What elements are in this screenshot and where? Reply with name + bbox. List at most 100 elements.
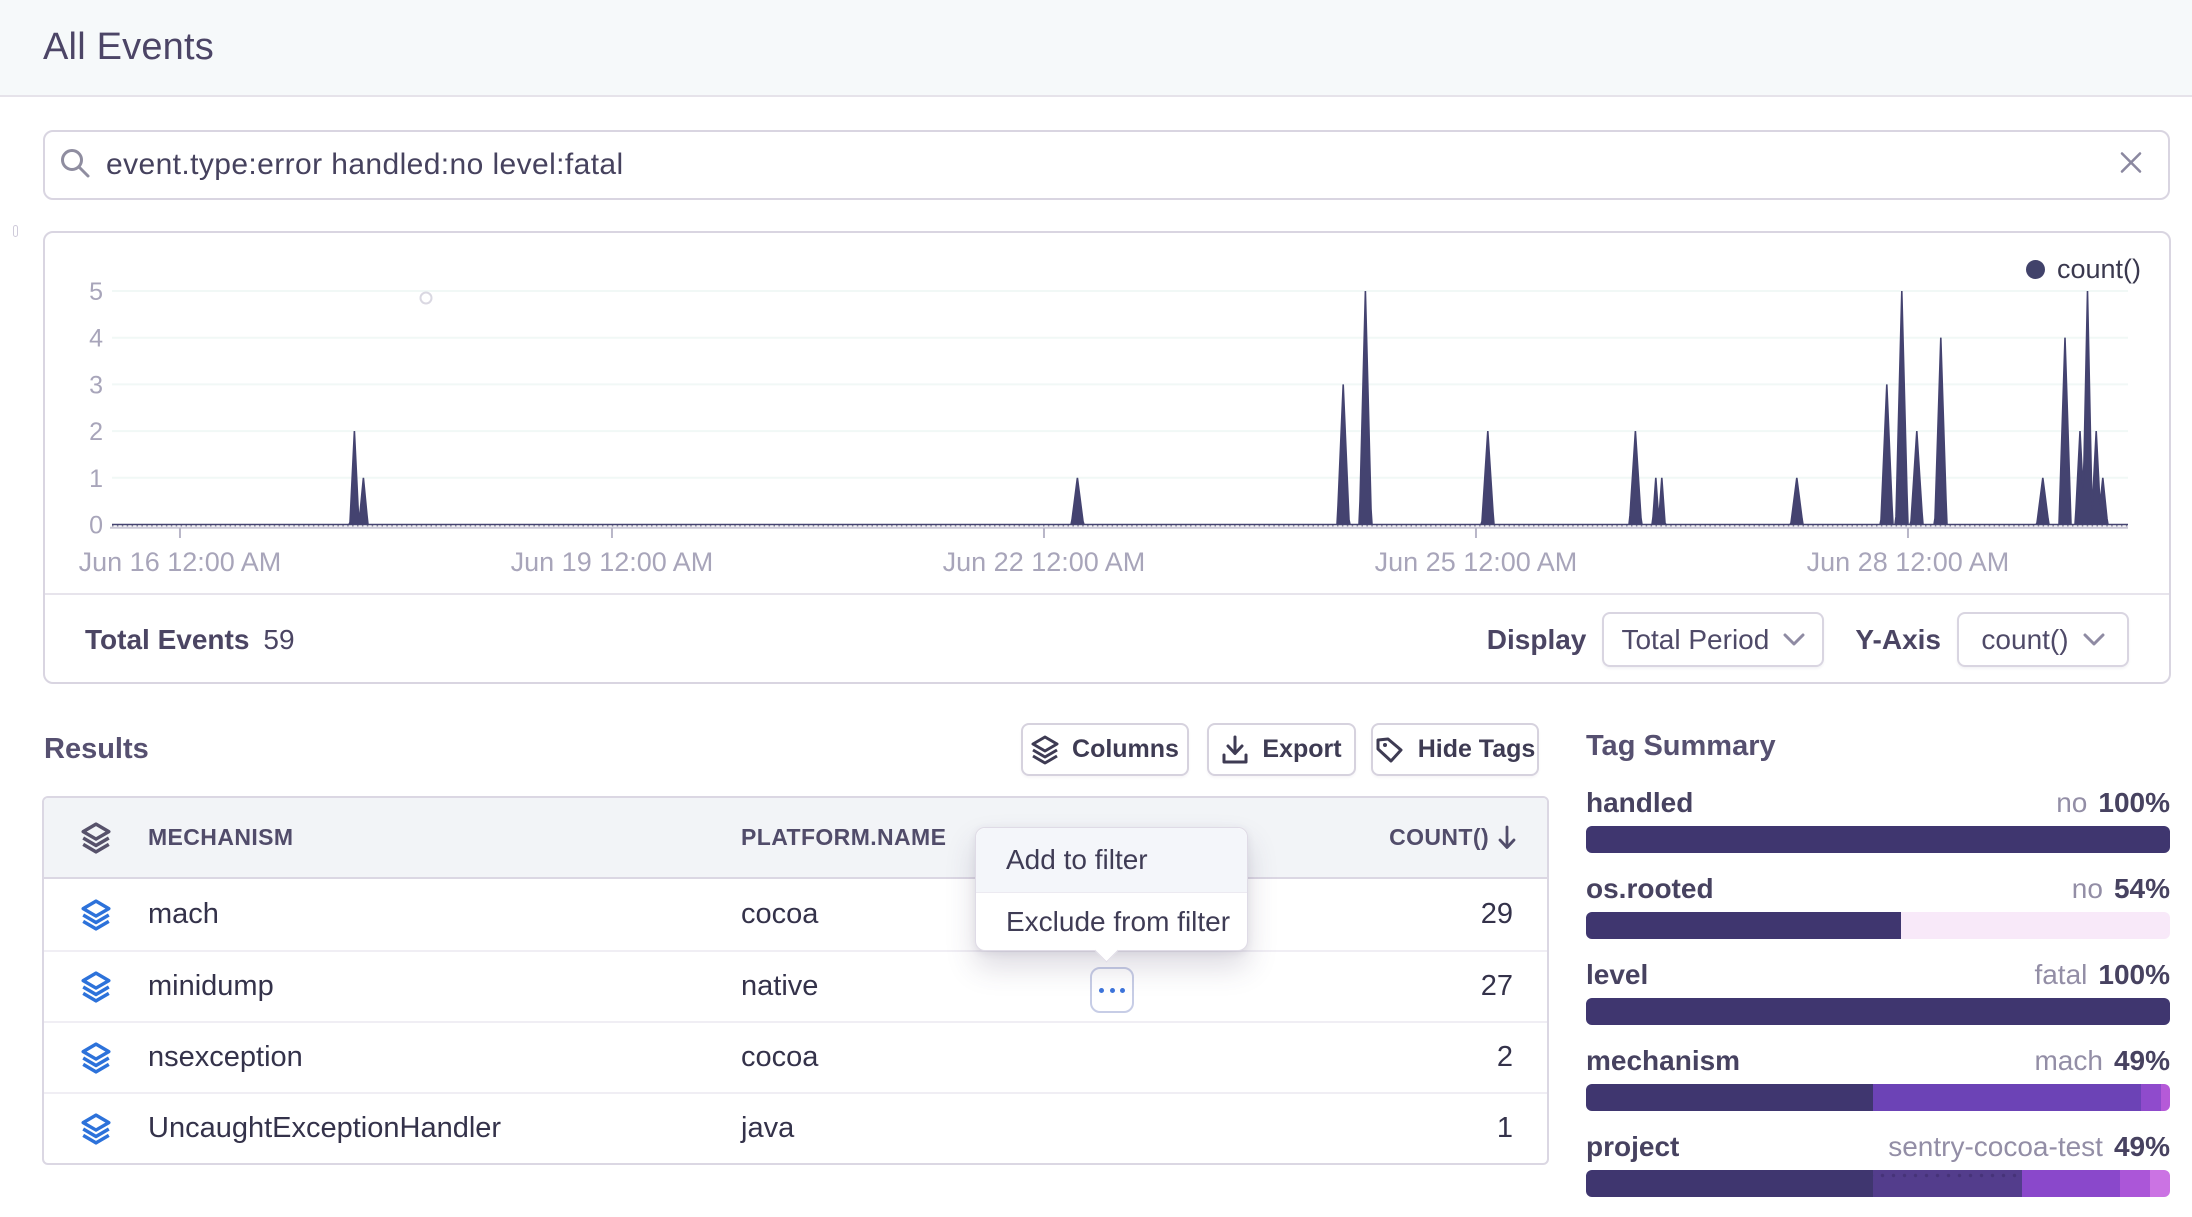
- tag-segment-no[interactable]: [1586, 912, 1902, 939]
- cell-platform[interactable]: java: [741, 1112, 795, 1144]
- column-header-count-label: COUNT(): [1389, 824, 1489, 850]
- tag-group-os.rooted: os.rooted no 54%: [1586, 873, 2170, 939]
- search-bar[interactable]: event.type:error handled:no level:fatal: [43, 130, 2170, 200]
- clear-search-icon[interactable]: [2116, 148, 2146, 183]
- tag-top-value: mach: [2034, 1045, 2103, 1076]
- cell-platform[interactable]: cocoa: [741, 898, 819, 930]
- table-row-nsexception[interactable]: nsexception cocoa 2: [44, 1021, 1547, 1092]
- tag-segment-mach[interactable]: [1586, 1084, 1874, 1111]
- columns-button[interactable]: Columns: [1021, 723, 1189, 776]
- tag-segment-minidump[interactable]: [1873, 1084, 2141, 1111]
- svg-text:Jun 25 12:00 AM: Jun 25 12:00 AM: [1375, 547, 1578, 577]
- cell-mechanism[interactable]: UncaughtExceptionHandler: [148, 1112, 502, 1144]
- svg-text:3: 3: [89, 371, 103, 399]
- tag-name: os.rooted: [1586, 873, 1714, 904]
- chevron-down-icon: [2083, 633, 2105, 646]
- table-header-row: MECHANISM PLATFORM.NAME COUNT(): [44, 798, 1547, 879]
- download-icon: [1222, 735, 1248, 763]
- tag-distribution-bar: [1586, 912, 2170, 939]
- hide-tags-button-label: Hide Tags: [1417, 735, 1536, 763]
- stack-icon: [81, 1041, 111, 1074]
- results-table: MECHANISM PLATFORM.NAME COUNT() mach coco…: [42, 796, 1549, 1165]
- sort-desc-arrow-icon: [1498, 825, 1516, 849]
- tag-distribution-bar: [1586, 998, 2170, 1025]
- tag-segment-UncaughtExceptionHandler[interactable]: [2160, 1084, 2170, 1111]
- cell-mechanism[interactable]: minidump: [148, 970, 274, 1002]
- row-actions-menu: Add to filter Exclude from filter: [975, 827, 1248, 963]
- yaxis-select[interactable]: count(): [1957, 612, 2129, 667]
- tag-segment-project-3[interactable]: [2021, 1170, 2121, 1197]
- chart-legend[interactable]: count(): [2025, 254, 2141, 285]
- column-header-count[interactable]: COUNT(): [1389, 824, 1547, 851]
- svg-text:Jun 22 12:00 AM: Jun 22 12:00 AM: [943, 547, 1146, 577]
- cell-count: 27: [1480, 970, 1513, 1002]
- events-chart[interactable]: 0 1 2 3 4 5 Jun 16 12:00 AM Jun 19 12:00 AM Jun …: [45, 233, 2169, 593]
- events-chart-panel: 0 1 2 3 4 5 Jun 16 12:00 AM Jun 19 12:00 AM Jun …: [43, 231, 2171, 684]
- tag-group-mechanism: mechanism mach 49%: [1586, 1045, 2170, 1111]
- cell-mechanism[interactable]: nsexception: [148, 1041, 303, 1073]
- hide-tags-button[interactable]: Hide Tags: [1371, 723, 1539, 776]
- tag-name: project: [1586, 1131, 1680, 1162]
- export-button[interactable]: Export: [1207, 723, 1356, 776]
- tag-top-value: no: [2056, 787, 2088, 818]
- table-row-minidump[interactable]: minidump native 27: [44, 950, 1547, 1021]
- menu-item-exclude-from-filter[interactable]: Exclude from filter: [1006, 905, 1231, 937]
- tag-segment-project-4[interactable]: [2120, 1170, 2151, 1197]
- menu-divider: [976, 892, 1247, 893]
- tag-top-value: fatal: [2034, 959, 2088, 990]
- tag-name: handled: [1586, 787, 1694, 818]
- cell-mechanism[interactable]: mach: [148, 898, 219, 930]
- stack-icon: [1031, 735, 1059, 764]
- total-events-label: Total Events: [85, 623, 250, 655]
- menu-item-add-to-filter[interactable]: Add to filter: [976, 828, 1247, 892]
- chart-zoom-handle: [13, 225, 18, 237]
- tag-top-percent: 54%: [2113, 873, 2170, 904]
- total-events-value: 59: [263, 623, 295, 655]
- cell-platform[interactable]: cocoa: [741, 1041, 819, 1073]
- tag-segment-fatal[interactable]: [1586, 998, 2170, 1025]
- svg-text:4: 4: [89, 325, 103, 353]
- tag-top-percent: 49%: [2113, 1045, 2170, 1076]
- tag-segment-other[interactable]: [1873, 1170, 2022, 1197]
- chart-panel-footer: Total Events 59 Display Total Period Y-A…: [45, 593, 2169, 684]
- yaxis-select-value: count(): [1981, 623, 2069, 655]
- tag-summary-heading: Tag Summary: [1586, 730, 1776, 762]
- display-select-value: Total Period: [1621, 623, 1770, 655]
- tag-summary: Tag Summary handled no 100% os.rooted no 54% l…: [1586, 730, 2170, 1217]
- ellipsis-dot: [1098, 987, 1104, 993]
- chevron-down-icon: [1783, 633, 1805, 646]
- tag-top-percent: 100%: [2098, 959, 2170, 990]
- tag-distribution-bar: [1586, 1170, 2170, 1197]
- tag-segment-sentry-cocoa-test[interactable]: [1586, 1170, 1874, 1197]
- svg-text:Jun 16 12:00 AM: Jun 16 12:00 AM: [79, 547, 282, 577]
- row-actions-button[interactable]: [1090, 967, 1134, 1013]
- tag-group-project: project sentry-cocoa-test 49%: [1586, 1131, 2170, 1197]
- results-toolbar: Columns Export Hide Tags: [1021, 723, 1539, 776]
- tag-segment-project-5[interactable]: [2150, 1170, 2170, 1197]
- yaxis-label: Y-Axis: [1855, 623, 1941, 655]
- svg-text:0: 0: [89, 512, 103, 540]
- search-input[interactable]: event.type:error handled:no level:fatal: [106, 148, 624, 181]
- tag-group-handled: handled no 100%: [1586, 787, 2170, 853]
- svg-text:Jun 19 12:00 AM: Jun 19 12:00 AM: [511, 547, 714, 577]
- svg-text:2: 2: [89, 418, 103, 446]
- display-select[interactable]: Total Period: [1602, 612, 1825, 667]
- legend-label: count(): [2056, 254, 2141, 284]
- cell-platform[interactable]: native: [741, 970, 819, 1002]
- stack-icon: [81, 970, 111, 1003]
- tag-segment-other[interactable]: [1901, 912, 2170, 939]
- tag-segment-nsexception[interactable]: [2140, 1084, 2161, 1111]
- tag-segment-no[interactable]: [1586, 826, 2170, 853]
- column-header-mechanism[interactable]: MECHANISM: [148, 824, 294, 850]
- columns-button-label: Columns: [1072, 735, 1179, 763]
- tag-group-level: level fatal 100%: [1586, 959, 2170, 1025]
- tag-name: mechanism: [1586, 1045, 1741, 1076]
- tag-name: level: [1586, 959, 1649, 990]
- export-button-label: Export: [1262, 735, 1342, 763]
- table-row-mach[interactable]: mach cocoa 29: [44, 879, 1547, 950]
- page-title: All Events: [43, 26, 214, 68]
- tag-top-percent: 49%: [2113, 1131, 2170, 1162]
- table-row-UncaughtExceptionHandler[interactable]: UncaughtExceptionHandler java 1: [44, 1092, 1547, 1163]
- tag-icon: [1376, 737, 1403, 762]
- column-header-platform[interactable]: PLATFORM.NAME: [741, 824, 947, 850]
